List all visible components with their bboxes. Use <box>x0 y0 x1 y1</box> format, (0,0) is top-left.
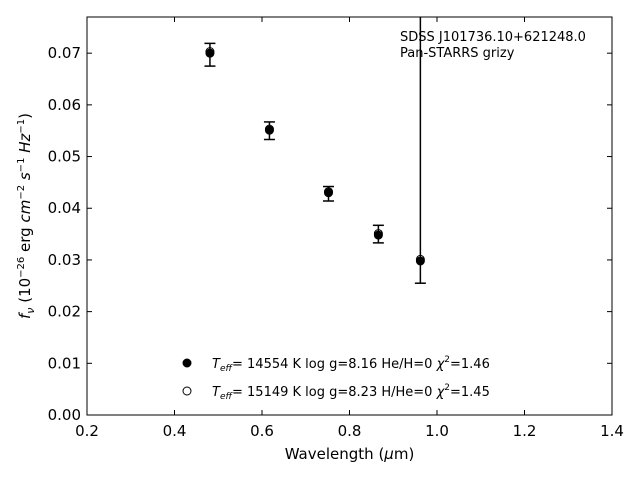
marker-open <box>324 187 333 197</box>
plot-area <box>86 16 613 416</box>
y-tick-label: 0.07 <box>48 44 81 62</box>
annotation-line-2: Pan-STARRS grizy <box>400 46 515 61</box>
x-tick-label: 0.4 <box>163 422 187 440</box>
marker-open <box>415 254 425 264</box>
x-tick-label: 1.2 <box>513 422 537 440</box>
legend-marker <box>182 358 192 368</box>
x-tick-label: 0.2 <box>75 422 99 440</box>
y-tick-label: 0.04 <box>48 199 81 217</box>
marker-open <box>264 124 274 134</box>
marker-open <box>205 47 215 57</box>
x-axis-label: Wavelength (μm) <box>285 445 415 463</box>
y-tick-label: 0.05 <box>48 148 81 166</box>
marker-open <box>373 229 383 239</box>
y-tick-label: 0.03 <box>48 251 81 269</box>
x-tick-label: 0.6 <box>250 422 274 440</box>
y-tick-label: 0.02 <box>48 303 81 321</box>
y-tick-label: 0.06 <box>48 96 81 114</box>
y-tick-label: 0.01 <box>48 354 81 372</box>
axis-ticks: 0.2 0.4 0.6 0.8 1.0 1.2 1.4 0.00 0.01 0.02 0.03 0.0… <box>48 17 624 440</box>
legend-label: Teff= 14554 K log g=8.16 He/H=0 χ2=1.46 <box>212 355 490 374</box>
legend-label: Teff= 15149 K log g=8.23 H/He=0 χ2=1.45 <box>212 383 490 402</box>
y-tick-label: 0.00 <box>48 406 81 424</box>
legend: Teff= 14554 K log g=8.16 He/H=0 χ2=1.46 T… <box>182 355 490 402</box>
x-tick-label: 1.4 <box>600 422 624 440</box>
x-tick-label: 0.8 <box>338 422 362 440</box>
x-tick-label: 1.0 <box>425 422 449 440</box>
legend-marker <box>182 386 192 396</box>
y-axis-label: fν (10−26 erg cm−2 s−1 Hz−1) <box>16 113 37 319</box>
data-markers <box>205 47 425 266</box>
annotation-line-1: SDSS J101736.10+621248.0 <box>400 30 586 45</box>
